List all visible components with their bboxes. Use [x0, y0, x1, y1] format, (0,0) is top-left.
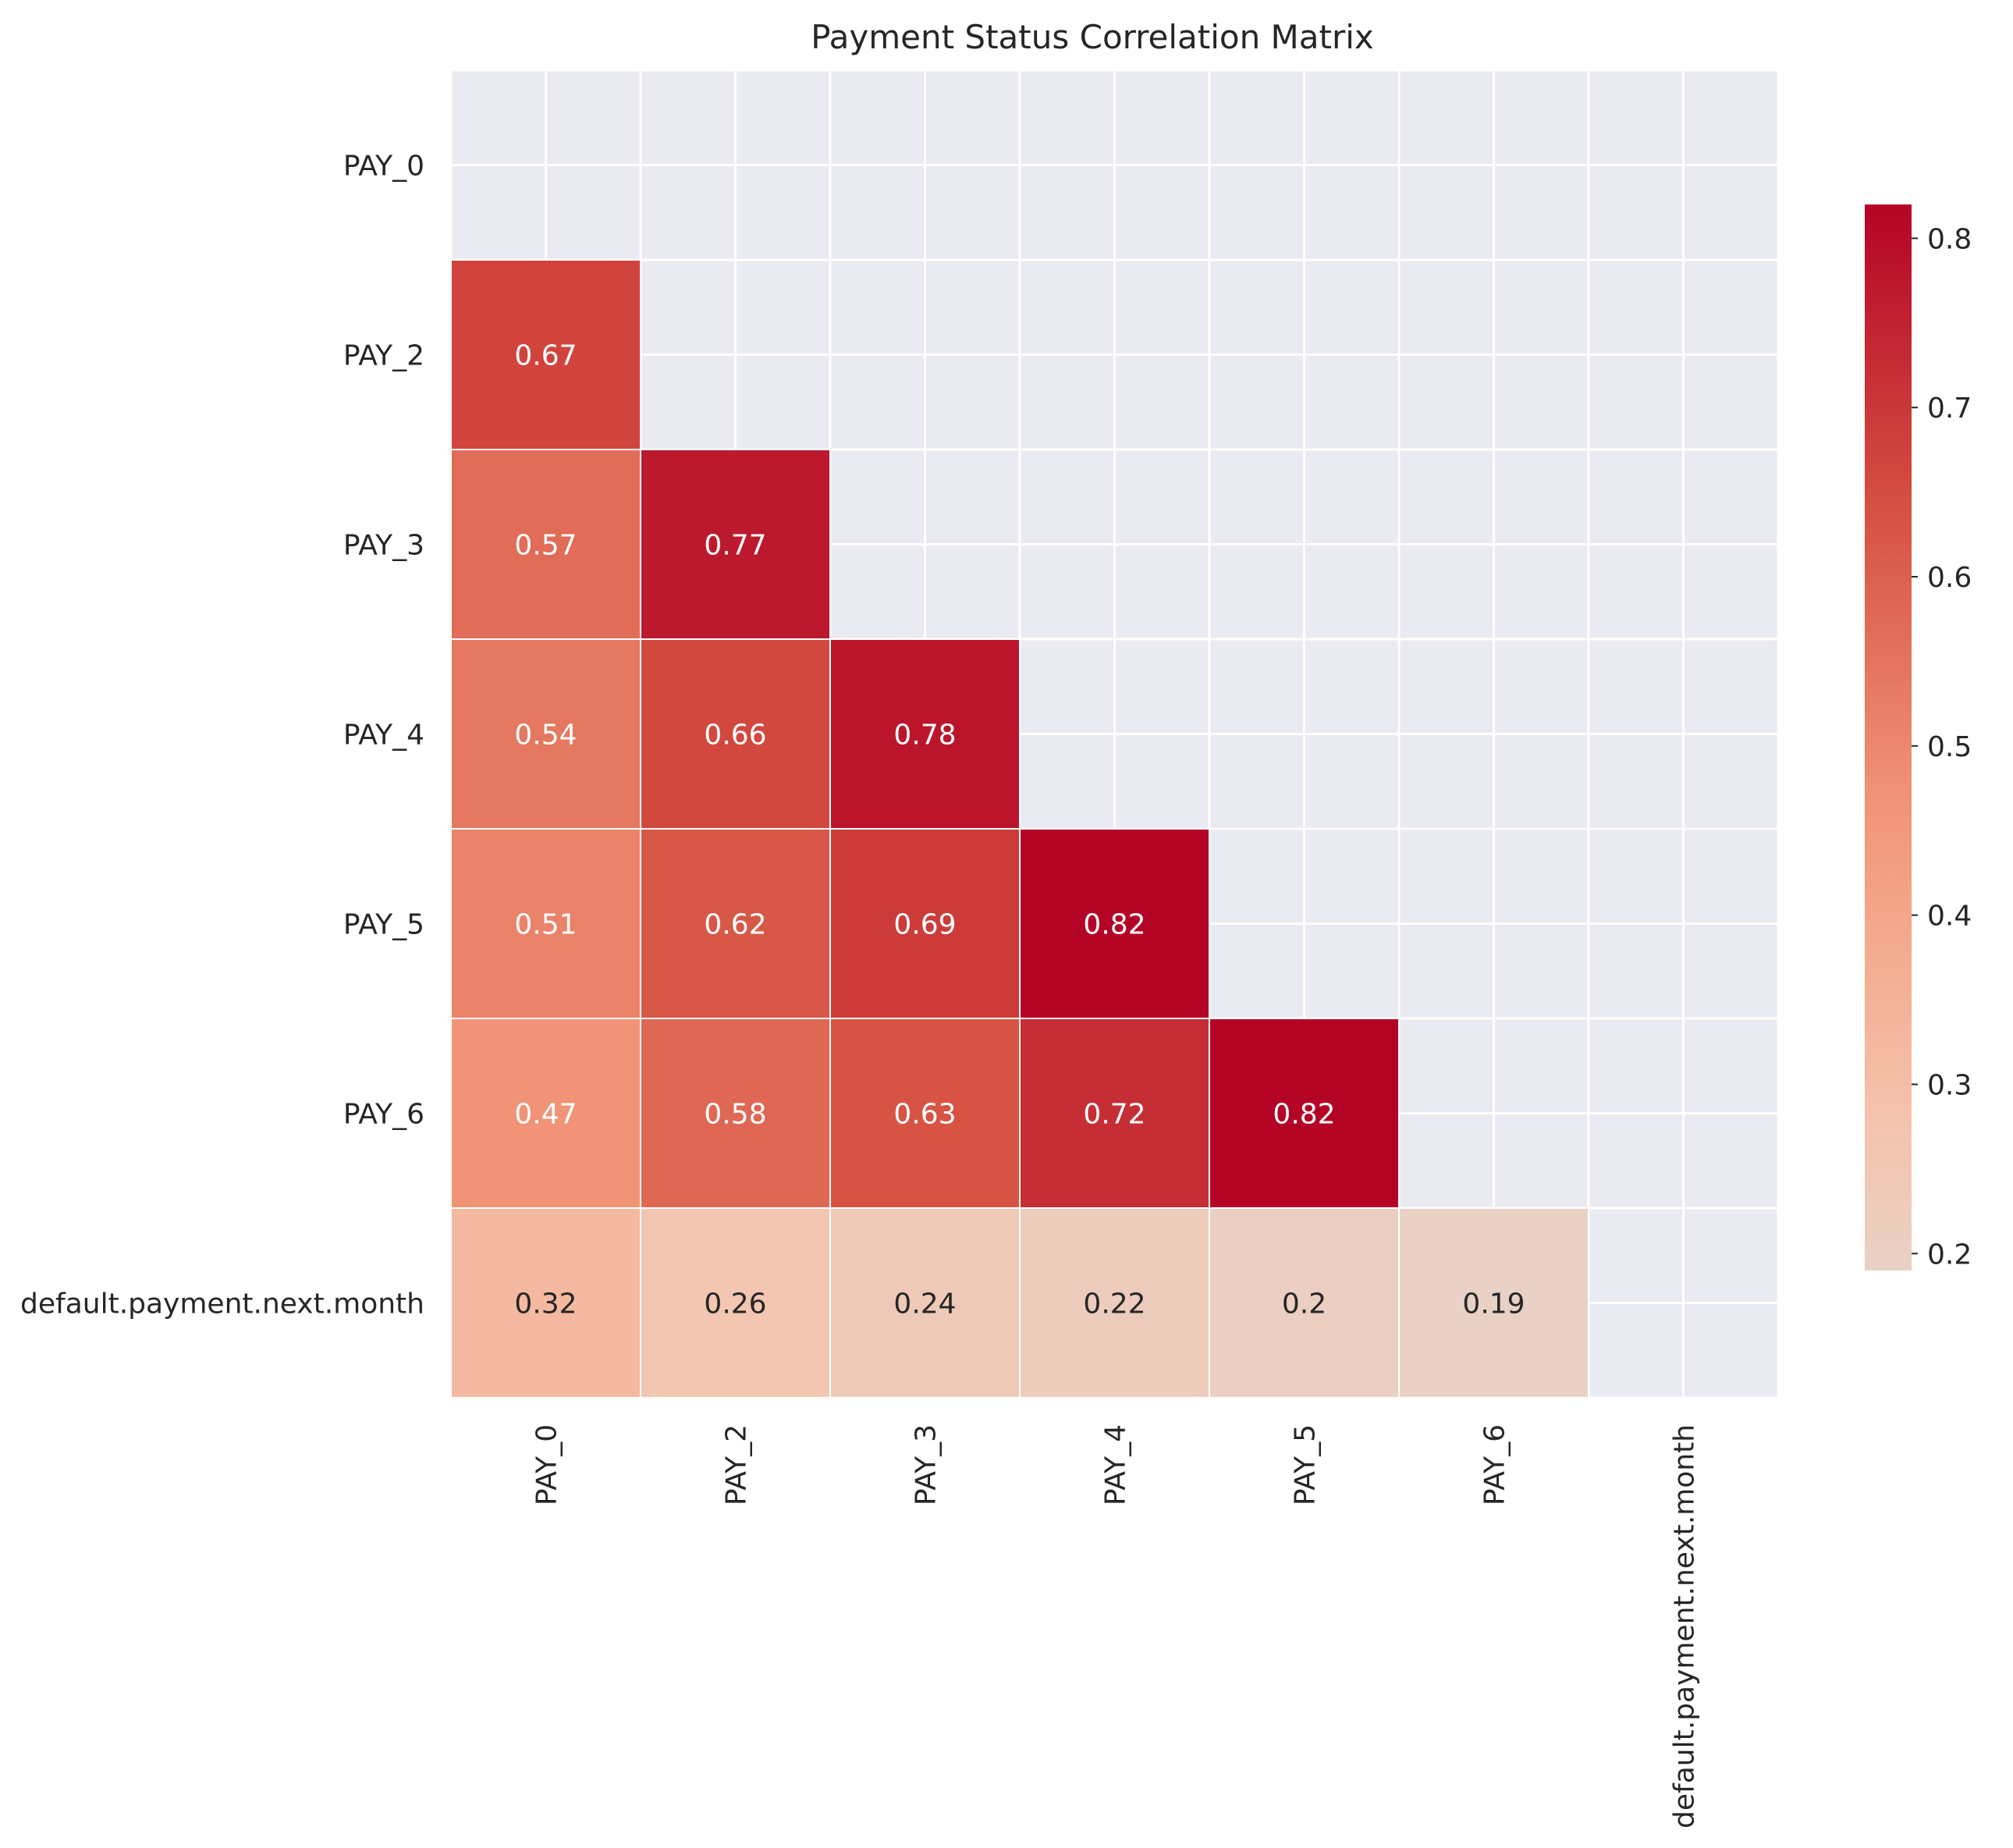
- heatmap-cell: [640, 828, 831, 1019]
- colorbar-tick-label: 0.7: [1927, 393, 1972, 425]
- colorbar-tick-label: 0.4: [1927, 901, 1972, 933]
- heatmap-cell: [640, 638, 831, 830]
- y-tick-label: PAY_0: [343, 151, 424, 183]
- x-tick-label: PAY_2: [721, 1424, 753, 1505]
- cell-value-label: 0.54: [514, 720, 577, 752]
- chart-title: Payment Status Correlation Matrix: [811, 18, 1374, 56]
- heatmap-cell: [450, 449, 641, 640]
- heatmap-cell: [1019, 1207, 1210, 1398]
- cell-value-label: 0.51: [514, 909, 577, 941]
- colorbar-tick-label: 0.6: [1927, 562, 1972, 594]
- cell-value-label: 0.63: [893, 1099, 956, 1131]
- heatmap-cell: [829, 1018, 1021, 1209]
- heatmap-cell: [829, 1207, 1021, 1398]
- y-tick-label: PAY_3: [343, 530, 424, 562]
- x-tick-label: PAY_5: [1290, 1424, 1322, 1505]
- x-tick-label: PAY_3: [911, 1424, 943, 1505]
- heatmap-cell: [1209, 1207, 1400, 1398]
- y-tick-label: default.payment.next.month: [20, 1288, 424, 1320]
- cell-value-label: 0.26: [704, 1288, 766, 1320]
- cell-value-label: 0.78: [893, 720, 956, 752]
- cell-value-label: 0.82: [1083, 909, 1145, 941]
- heatmap-cell: [450, 638, 641, 830]
- heatmap-cell: [829, 828, 1021, 1019]
- cell-value-label: 0.58: [704, 1099, 766, 1131]
- heatmap-cell: [640, 1018, 831, 1209]
- colorbar: [1865, 204, 1912, 1270]
- heatmap-cell: [1019, 828, 1210, 1019]
- cell-value-label: 0.62: [704, 909, 766, 941]
- heatmap-cell: [450, 259, 641, 450]
- y-tick-label: PAY_6: [343, 1099, 424, 1131]
- cell-value-label: 0.47: [514, 1099, 577, 1131]
- heatmap-cell: [1398, 1207, 1589, 1398]
- cell-value-label: 0.82: [1273, 1099, 1335, 1131]
- heatmap-cell: [450, 1207, 641, 1398]
- x-tick-label: PAY_4: [1100, 1424, 1132, 1505]
- colorbar-tick-label: 0.5: [1927, 731, 1972, 763]
- x-tick-label: PAY_6: [1479, 1424, 1511, 1505]
- cell-value-label: 0.77: [704, 530, 766, 562]
- y-tick-label: PAY_5: [343, 909, 424, 941]
- colorbar-tick-label: 0.2: [1927, 1239, 1972, 1270]
- colorbar-tick-label: 0.3: [1927, 1069, 1972, 1101]
- cell-value-label: 0.19: [1462, 1288, 1525, 1320]
- x-tick-label: default.payment.next.month: [1669, 1424, 1701, 1828]
- colorbar-tick-label: 0.8: [1927, 223, 1972, 255]
- y-tick-label: PAY_4: [343, 720, 424, 752]
- cell-value-label: 0.24: [893, 1288, 956, 1320]
- cell-value-label: 0.57: [514, 530, 577, 562]
- cell-value-label: 0.69: [893, 909, 956, 941]
- x-tick-label: PAY_0: [531, 1424, 563, 1505]
- cell-value-label: 0.72: [1083, 1099, 1145, 1131]
- heatmap-cell: [450, 828, 641, 1019]
- y-tick-label: PAY_2: [343, 340, 424, 372]
- heatmap-cell: [640, 1207, 831, 1398]
- cell-value-label: 0.67: [514, 340, 577, 372]
- heatmap-cell: [1019, 1018, 1210, 1209]
- heatmap-cell: [640, 449, 831, 640]
- heatmap-cell: [1209, 1018, 1400, 1209]
- cell-value-label: 0.22: [1083, 1288, 1145, 1320]
- cell-value-label: 0.2: [1282, 1288, 1326, 1320]
- heatmap-cell: [829, 638, 1021, 830]
- cell-value-label: 0.32: [514, 1288, 577, 1320]
- cell-value-label: 0.66: [704, 720, 766, 752]
